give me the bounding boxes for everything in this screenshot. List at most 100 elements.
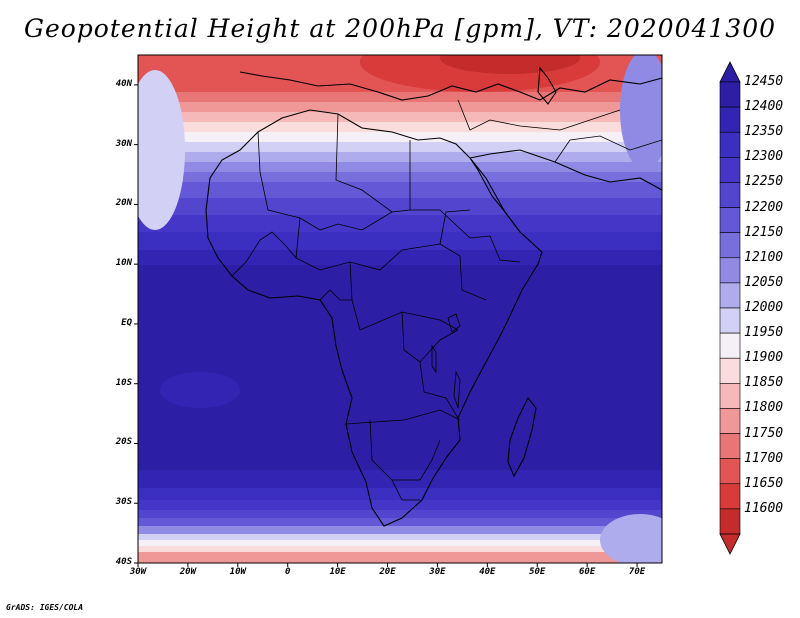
colorbar-label: 12400	[744, 99, 784, 115]
latitude-label: 20S	[115, 437, 132, 448]
colorbar-label: 11950	[744, 325, 784, 341]
longitude-label: 30W	[129, 567, 147, 577]
plot-frame	[137, 54, 663, 564]
colorbar-box	[719, 408, 741, 434]
height-band	[138, 500, 662, 510]
height-band	[138, 488, 662, 500]
height-band	[138, 526, 662, 534]
colorbar-label: 12150	[744, 224, 784, 240]
colorbar-box	[719, 182, 741, 208]
colorbar-box	[719, 282, 741, 309]
height-band	[138, 518, 662, 526]
colorbar-box	[719, 383, 741, 409]
latitude-label: 30N	[115, 138, 132, 149]
latitude-label: 40N	[115, 78, 132, 89]
height-band	[138, 122, 662, 132]
colorbar-label: 12300	[744, 149, 784, 165]
colorbar-box	[719, 332, 741, 359]
latitude-label: 30S	[115, 497, 132, 508]
caspian-sea	[537, 66, 557, 105]
longitude-label: 0	[284, 567, 291, 577]
latitude-label: 10S	[115, 377, 132, 388]
colorbar-label: 12450	[744, 74, 784, 89]
colorbar-top-arrow	[719, 61, 741, 83]
colorbar-label: 12100	[744, 249, 784, 265]
height-band	[138, 510, 662, 518]
colorbar-label: 11650	[744, 475, 784, 491]
colorbar-box	[719, 307, 741, 334]
colorbar-label: 12000	[744, 300, 784, 315]
colorbar-box	[719, 81, 741, 108]
colorbar-label: 12350	[744, 124, 784, 140]
longitude-label: 40E	[479, 567, 496, 577]
map-title: Geopotential Height at 200hPa [gpm], VT:…	[23, 14, 777, 43]
colorbar-label: 11600	[744, 500, 784, 516]
country-borders	[231, 99, 662, 501]
height-band	[138, 546, 662, 552]
longitude-label: 20E	[379, 567, 396, 577]
colorbar-boxes	[719, 81, 741, 535]
height-blob	[600, 514, 662, 563]
height-band	[138, 152, 662, 162]
colorbar-box	[719, 232, 741, 259]
longitude-label: 20W	[179, 567, 197, 577]
colorbar-bottom-arrow	[719, 533, 741, 555]
height-band	[138, 162, 662, 172]
height-band	[138, 112, 662, 122]
height-band	[138, 132, 662, 142]
longitude-label: 50E	[529, 567, 546, 577]
height-band	[138, 552, 662, 563]
colorbar-box	[719, 257, 741, 284]
longitude-label: 70E	[628, 567, 646, 577]
colorbar-label: 11750	[744, 425, 784, 441]
colorbar-label: 11900	[744, 350, 784, 366]
height-blob	[620, 55, 662, 170]
longitude-label: 10W	[229, 567, 246, 577]
colorbar-label: 11700	[744, 450, 784, 466]
height-band	[138, 92, 662, 102]
colorbar-box	[719, 131, 741, 158]
colorbar-label: 11800	[744, 400, 784, 416]
colorbar-box	[719, 483, 741, 510]
height-band	[138, 265, 662, 470]
longitude-label: 60E	[579, 567, 596, 577]
colorbar-box	[719, 458, 741, 485]
red-sea-coast	[469, 157, 521, 233]
height-band	[138, 172, 662, 182]
height-band	[138, 198, 662, 215]
europe-coastline	[239, 71, 662, 101]
grads-credit: GrADS: IGES/COLA	[6, 603, 84, 612]
colorbar-label: 11850	[744, 375, 784, 391]
longitude-tick-marks	[137, 563, 638, 567]
height-band	[138, 470, 662, 488]
colorbar-label: 12200	[744, 199, 784, 215]
height-band	[138, 534, 662, 540]
height-blob	[138, 70, 185, 230]
colorbar-box	[719, 357, 741, 384]
latitude-label: EQ	[121, 317, 132, 328]
longitude-label: 30E	[429, 567, 446, 577]
colorbar-box	[719, 157, 741, 183]
madagascar-coastline	[507, 396, 537, 478]
latitude-tick-marks	[134, 84, 138, 564]
colorbar-box	[719, 508, 741, 535]
colorbar-label: 12050	[744, 274, 784, 290]
height-band	[138, 182, 662, 198]
height-band	[138, 102, 662, 112]
colorbar-label: 12250	[744, 174, 784, 190]
latitude-label: 20N	[115, 198, 132, 209]
arabia-coastline	[469, 149, 662, 191]
longitude-label: 10E	[329, 567, 346, 577]
colorbar-box	[719, 207, 741, 233]
colorbar-box	[719, 433, 741, 459]
height-band	[138, 250, 662, 265]
lakes	[431, 313, 461, 409]
latitude-label: 10N	[115, 258, 132, 269]
height-blob	[440, 55, 580, 74]
colorbar	[719, 61, 741, 555]
latitude-label: 40S	[115, 557, 132, 567]
height-band	[138, 232, 662, 250]
height-band	[138, 540, 662, 546]
height-band	[138, 215, 662, 232]
